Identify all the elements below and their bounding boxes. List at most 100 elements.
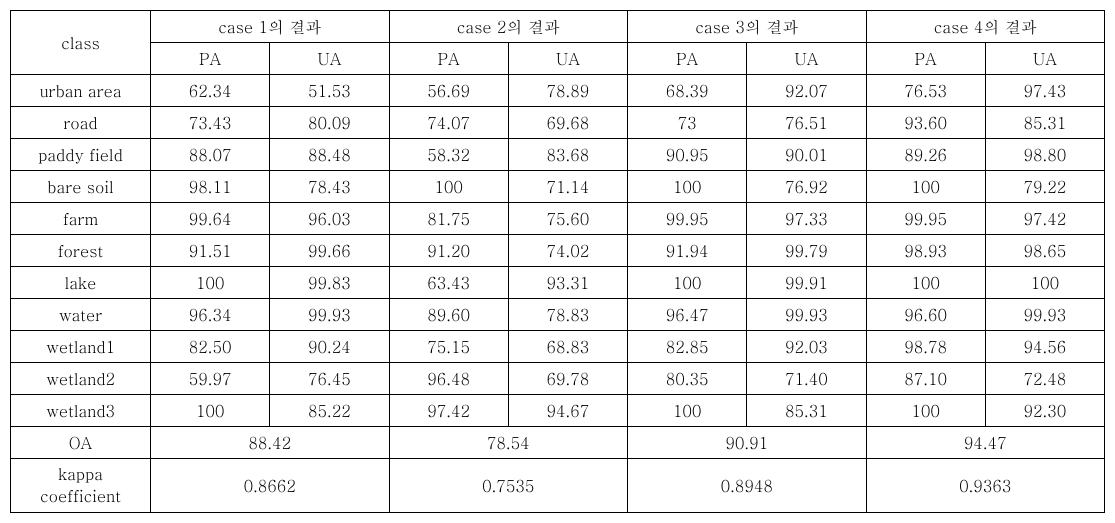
class-cell: bare soil [11,171,151,203]
value-cell: 100 [151,267,270,299]
header-pa: PA [151,43,270,75]
value-cell: 94.67 [508,395,627,427]
table-row: forest91.5199.6691.2074.0291.9499.7998.9… [11,235,1105,267]
header-ua: UA [985,43,1104,75]
value-cell: 71.40 [747,363,866,395]
value-cell: 76.92 [747,171,866,203]
value-cell: 80.09 [270,107,389,139]
value-cell: 79.22 [985,171,1104,203]
value-cell: 90.95 [628,139,747,171]
table-row: wetland259.9776.4596.4869.7880.3571.4087… [11,363,1105,395]
value-cell: 98.65 [985,235,1104,267]
value-cell: 92.30 [985,395,1104,427]
value-cell: 100 [151,395,270,427]
value-cell: 96.47 [628,299,747,331]
value-cell: 100 [628,171,747,203]
value-cell: 98.78 [866,331,985,363]
results-table: class case 1의 결과 case 2의 결과 case 3의 결과 c… [10,10,1105,513]
class-cell: road [11,107,151,139]
value-cell: 97.33 [747,203,866,235]
value-cell: 81.75 [389,203,508,235]
value-cell: 87.10 [866,363,985,395]
value-cell: 93.31 [508,267,627,299]
kappa-value: 0.9363 [866,459,1105,513]
class-cell: urban area [11,75,151,107]
value-cell: 56.69 [389,75,508,107]
value-cell: 98.80 [985,139,1104,171]
oa-value: 78.54 [389,427,628,459]
header-row-1: class case 1의 결과 case 2의 결과 case 3의 결과 c… [11,11,1105,43]
table-row: bare soil98.1178.4310071.1410076.9210079… [11,171,1105,203]
value-cell: 68.39 [628,75,747,107]
kappa-label-line1: kappa [17,463,144,485]
value-cell: 96.48 [389,363,508,395]
value-cell: 85.31 [747,395,866,427]
value-cell: 88.07 [151,139,270,171]
header-case-3: case 3의 결과 [628,11,867,43]
value-cell: 98.93 [866,235,985,267]
value-cell: 74.07 [389,107,508,139]
value-cell: 80.35 [628,363,747,395]
class-cell: water [11,299,151,331]
value-cell: 59.97 [151,363,270,395]
table-row: farm99.6496.0381.7575.6099.9597.3399.959… [11,203,1105,235]
value-cell: 85.31 [985,107,1104,139]
value-cell: 75.15 [389,331,508,363]
class-cell: forest [11,235,151,267]
kappa-label: kappacoefficient [11,459,151,513]
oa-value: 90.91 [628,427,867,459]
value-cell: 94.56 [985,331,1104,363]
value-cell: 92.03 [747,331,866,363]
class-cell: wetland2 [11,363,151,395]
header-row-2: PA UA PA UA PA UA PA UA [11,43,1105,75]
value-cell: 100 [866,267,985,299]
value-cell: 99.93 [747,299,866,331]
kappa-label-line2: coefficient [17,485,144,507]
value-cell: 99.91 [747,267,866,299]
table-row: road73.4380.0974.0769.687376.5193.6085.3… [11,107,1105,139]
value-cell: 78.89 [508,75,627,107]
value-cell: 96.34 [151,299,270,331]
value-cell: 76.51 [747,107,866,139]
oa-value: 94.47 [866,427,1105,459]
value-cell: 90.01 [747,139,866,171]
value-cell: 99.95 [866,203,985,235]
table-row: water96.3499.9389.6078.8396.4799.9396.60… [11,299,1105,331]
header-case-4: case 4의 결과 [866,11,1105,43]
oa-row: OA88.4278.5490.9194.47 [11,427,1105,459]
kappa-row: kappacoefficient0.86620.75350.89480.9363 [11,459,1105,513]
value-cell: 91.94 [628,235,747,267]
value-cell: 91.51 [151,235,270,267]
table-row: urban area62.3451.5356.6978.8968.3992.07… [11,75,1105,107]
value-cell: 63.43 [389,267,508,299]
value-cell: 99.66 [270,235,389,267]
kappa-value: 0.8662 [151,459,390,513]
table-body: urban area62.3451.5356.6978.8968.3992.07… [11,75,1105,513]
value-cell: 71.14 [508,171,627,203]
header-pa: PA [628,43,747,75]
value-cell: 85.22 [270,395,389,427]
value-cell: 92.07 [747,75,866,107]
class-cell: wetland1 [11,331,151,363]
value-cell: 78.83 [508,299,627,331]
value-cell: 74.02 [508,235,627,267]
value-cell: 89.60 [389,299,508,331]
value-cell: 97.43 [985,75,1104,107]
value-cell: 69.78 [508,363,627,395]
value-cell: 73.43 [151,107,270,139]
oa-label: OA [11,427,151,459]
value-cell: 73 [628,107,747,139]
table-row: paddy field88.0788.4858.3283.6890.9590.0… [11,139,1105,171]
table-row: wetland182.5090.2475.1568.8382.8592.0398… [11,331,1105,363]
header-case-2: case 2의 결과 [389,11,628,43]
value-cell: 99.83 [270,267,389,299]
class-cell: farm [11,203,151,235]
header-pa: PA [866,43,985,75]
value-cell: 100 [866,171,985,203]
table-row: wetland310085.2297.4294.6710085.3110092.… [11,395,1105,427]
value-cell: 100 [866,395,985,427]
value-cell: 89.26 [866,139,985,171]
value-cell: 62.34 [151,75,270,107]
value-cell: 97.42 [389,395,508,427]
header-pa: PA [389,43,508,75]
